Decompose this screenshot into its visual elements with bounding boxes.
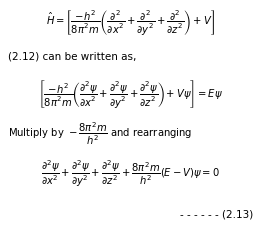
Text: $\mathrm{Multiply\ by\ } -\dfrac{8\pi^2 m}{h^2} \mathrm{\ and\ rearranging}$: $\mathrm{Multiply\ by\ } -\dfrac{8\pi^2 … — [8, 120, 192, 147]
Text: $\left[ \dfrac{-h^2}{8\pi^2 m}\left(\dfrac{\partial^2\psi}{\partial x^2} + \dfra: $\left[ \dfrac{-h^2}{8\pi^2 m}\left(\dfr… — [38, 78, 223, 110]
Text: $\dfrac{\partial^2\psi}{\partial x^2} + \dfrac{\partial^2\psi}{\partial y^2} + \: $\dfrac{\partial^2\psi}{\partial x^2} + … — [41, 158, 220, 189]
Text: - - - - - - (2.13): - - - - - - (2.13) — [180, 210, 253, 220]
Text: (2.12) can be written as,: (2.12) can be written as, — [8, 52, 136, 62]
Text: $\hat{H} = \left[ \dfrac{-h^2}{8\pi^2 m}\left(\dfrac{\partial^2}{\partial x^2} +: $\hat{H} = \left[ \dfrac{-h^2}{8\pi^2 m}… — [46, 8, 215, 37]
